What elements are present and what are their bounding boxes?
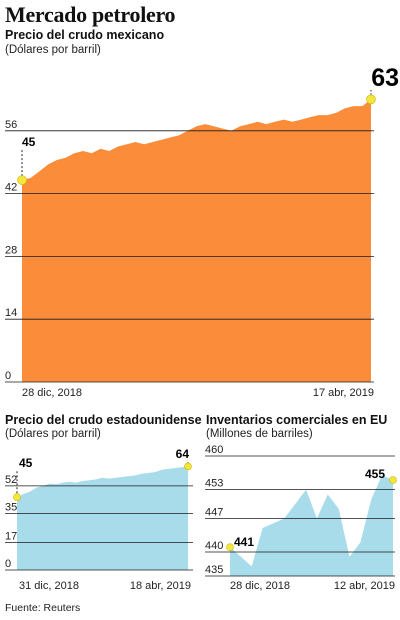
main-end-label: 63 [371,64,399,92]
inventory-chart-title: Inventarios comerciales en EU [206,413,388,427]
us-x-tick-label: 18 abr, 2019 [130,580,191,592]
main-start-label: 45 [22,135,36,149]
main-series-area [22,99,371,383]
inv-y-tick-label: 440 [205,540,223,552]
us-crude-chart: 0 17 35 52 31 dic, 2018 18 abr, 2019 45 64 [5,447,193,592]
inv-y-tick-label: 447 [205,506,223,518]
main-y-tick-label: 56 [5,119,17,131]
main-x-tick-label: 17 abr, 2019 [313,387,374,399]
inv-series-area [230,475,393,576]
inv-end-point [389,476,397,484]
inv-end-label: 455 [365,467,385,481]
us-end-label: 64 [176,447,190,461]
inv-x-tick-label: 28 dic, 2018 [230,580,290,592]
us-start-label: 45 [19,456,33,470]
main-y-tick-label: 14 [5,307,17,319]
inv-x-tick-label: 12 abr, 2019 [334,580,395,592]
main-chart-unit: (Dólares por barril) [5,44,101,56]
inv-start-label: 441 [234,535,254,549]
mexican-crude-chart: 0 14 28 42 56 28 dic, 2018 17 abr, 2019 45 63 [5,64,399,399]
us-y-tick-label: 52 [5,474,17,486]
inv-y-tick-label: 460 [205,444,223,456]
us-start-point [13,493,21,502]
us-y-tick-label: 35 [5,501,17,513]
us-end-point [184,462,192,471]
us-y-tick-label: 0 [5,558,11,570]
inv-y-tick-label: 435 [205,564,223,576]
main-y-tick-label: 0 [5,370,11,382]
main-x-tick-label: 28 dic, 2018 [22,387,82,399]
us-y-tick-label: 17 [5,531,17,543]
us-crude-chart-unit: (Dólares por barril) [5,428,101,440]
page-title: Mercado petrolero [5,2,176,27]
main-start-point [17,175,27,185]
us-x-tick-label: 31 dic, 2018 [19,580,79,592]
main-end-point [366,94,376,105]
main-y-tick-label: 28 [5,244,17,256]
inv-y-tick-label: 453 [205,478,223,490]
inventory-chart: 435 440 447 453 460 28 dic, 2018 12 abr, 2019 4… [205,444,397,592]
inv-start-point [226,543,234,551]
inventory-chart-unit: (Millones de barriles) [206,428,313,440]
source-note: Fuente: Reuters [5,602,81,614]
main-y-tick-label: 42 [5,182,17,194]
us-crude-chart-title: Precio del crudo estadounidense [5,413,202,427]
us-series-area [17,466,188,570]
main-chart-title: Precio del crudo mexicano [5,28,165,42]
